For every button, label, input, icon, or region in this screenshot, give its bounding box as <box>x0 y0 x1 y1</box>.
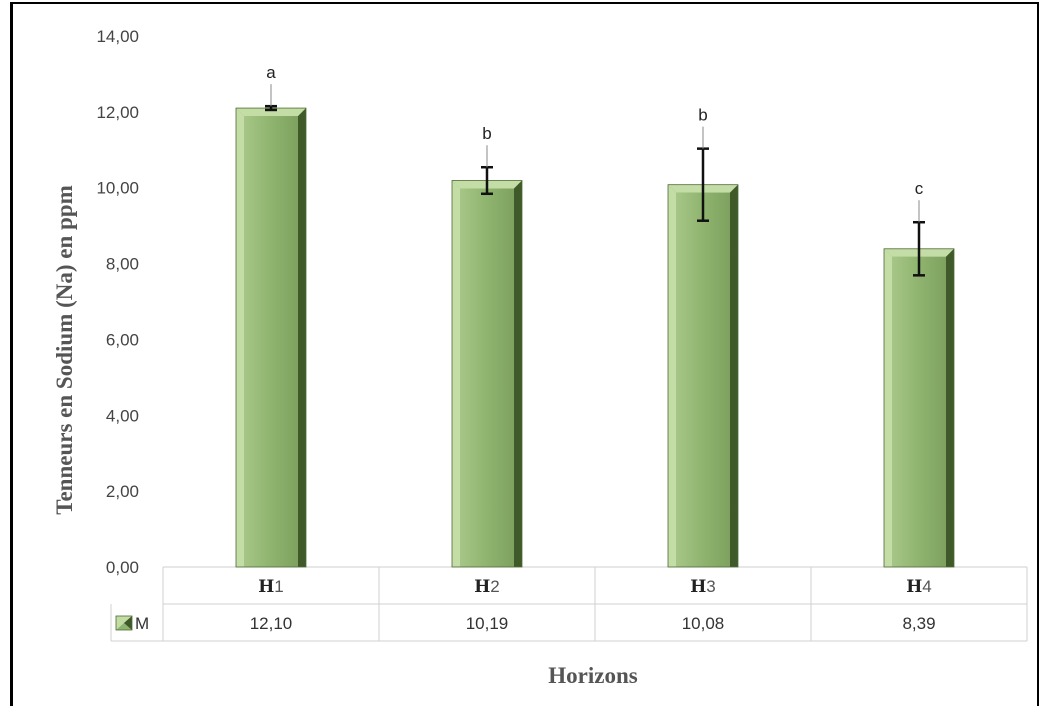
chart-frame <box>10 2 1039 706</box>
data-table-value: 10,19 <box>466 614 509 633</box>
significance-label: b <box>482 124 491 143</box>
significance-label: a <box>266 63 276 82</box>
data-table-value: 12,10 <box>250 614 293 633</box>
bar <box>667 184 739 568</box>
x-tick-label: H3 <box>690 577 716 597</box>
y-tick-label: 4,00 <box>106 406 139 425</box>
significance-label: b <box>698 106 707 125</box>
x-tick-label: H1 <box>258 577 284 597</box>
bar <box>451 180 523 568</box>
y-tick-label: 2,00 <box>106 482 139 501</box>
y-tick-label: 10,00 <box>96 179 139 198</box>
y-tick-label: 0,00 <box>106 558 139 577</box>
x-tick-label: H2 <box>474 577 500 597</box>
legend-key <box>115 615 133 631</box>
y-tick-label: 6,00 <box>106 330 139 349</box>
legend-label: M <box>135 614 149 633</box>
significance-label: c <box>915 179 924 198</box>
bar <box>883 248 955 568</box>
y-axis-title: Tenneurs en Sodium (Na) en ppm <box>52 185 77 515</box>
y-tick-label: 8,00 <box>106 255 139 274</box>
data-table-value: 10,08 <box>682 614 725 633</box>
x-axis-title: Horizons <box>548 663 637 688</box>
bar <box>235 107 307 568</box>
y-tick-label: 14,00 <box>96 27 139 46</box>
y-tick-label: 12,00 <box>96 103 139 122</box>
data-table-value: 8,39 <box>902 614 935 633</box>
x-tick-label: H4 <box>906 577 932 597</box>
